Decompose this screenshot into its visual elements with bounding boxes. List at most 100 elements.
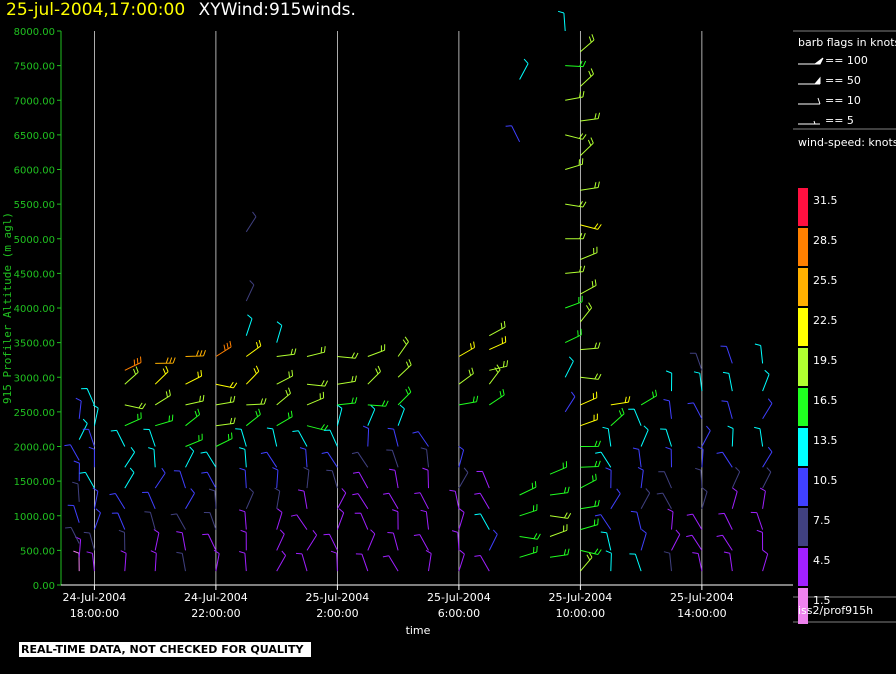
wind-barb <box>240 529 247 551</box>
wind-barb <box>306 391 325 406</box>
wind-barb <box>298 489 308 509</box>
wind-barb <box>276 508 283 530</box>
colorbar-swatch <box>798 428 808 466</box>
wind-barb <box>272 467 279 489</box>
wind-barb <box>173 470 186 489</box>
axes <box>57 30 793 590</box>
wind-barb <box>215 340 232 357</box>
y-tick-label: 500.00 <box>20 546 55 557</box>
barb-legend-item: == 100 <box>825 54 868 67</box>
wind-barb <box>75 397 82 419</box>
wind-barb <box>185 488 195 510</box>
wind-barb <box>610 407 625 427</box>
wind-barb <box>580 34 595 53</box>
wind-barb <box>458 341 475 357</box>
wind-barb <box>759 487 766 509</box>
wind-barb <box>239 509 247 530</box>
wind-barb <box>367 529 376 551</box>
wind-barb <box>489 360 509 371</box>
wind-barb <box>605 467 612 489</box>
colorbar-swatch <box>798 348 808 386</box>
wind-barb <box>83 531 95 551</box>
wind-barb <box>595 451 612 468</box>
colorbar-swatch <box>798 228 808 266</box>
wind-barb <box>697 446 704 468</box>
wind-barb <box>215 395 236 406</box>
gridlines <box>94 31 703 585</box>
wind-barb <box>276 387 291 406</box>
wind-barb <box>93 508 101 530</box>
wind-barb <box>124 447 136 468</box>
wind-barb <box>386 449 399 468</box>
wind-barb <box>185 370 203 385</box>
wind-barb <box>276 410 293 427</box>
wind-barb <box>660 428 672 447</box>
wind-barb <box>387 427 399 447</box>
title-datetime: 25-jul-2004,17:00:00 <box>6 0 186 20</box>
wind-barb <box>92 487 99 509</box>
wind-barb <box>367 400 389 407</box>
wind-barb <box>306 424 329 431</box>
wind-barb <box>276 321 283 343</box>
y-tick-label: 7000.00 <box>14 96 55 107</box>
wind-barb <box>367 344 386 357</box>
x-tick-label-date: 25-Jul-2004 <box>548 591 612 604</box>
wind-barb <box>78 418 88 440</box>
wind-barb <box>246 398 267 406</box>
wind-barb <box>321 451 338 468</box>
x-tick-label-time: 18:00:00 <box>70 607 119 620</box>
wind-barb <box>351 451 369 468</box>
wind-barbs <box>64 10 773 572</box>
wind-barb <box>303 466 310 489</box>
wind-barb <box>449 489 460 509</box>
wind-barb <box>276 550 287 572</box>
wind-barb <box>420 509 429 530</box>
wind-barb <box>154 365 169 385</box>
barb-sample-5 <box>798 120 820 125</box>
x-axis-label: time <box>406 624 431 637</box>
wind-barb <box>695 467 703 489</box>
wind-barb <box>144 511 156 530</box>
wind-barb <box>260 451 278 468</box>
wind-barb <box>580 499 600 510</box>
wind-barb <box>355 553 369 572</box>
wind-barb <box>425 549 432 572</box>
y-tick-label: 4500.00 <box>14 269 55 280</box>
wind-barb <box>580 279 597 295</box>
wind-barb <box>148 447 156 468</box>
x-tick-label-time: 2:00:00 <box>316 607 358 620</box>
wind-barb <box>665 370 673 392</box>
wind-barb <box>549 461 568 475</box>
wind-barb <box>549 524 568 537</box>
wind-barb <box>81 388 95 406</box>
wind-barb <box>505 125 521 143</box>
x-tick-label-time: 14:00:00 <box>677 607 726 620</box>
wind-barb <box>458 445 465 468</box>
wind-barb <box>549 512 572 519</box>
wind-barb <box>215 432 233 447</box>
speed-level-label: 16.5 <box>813 394 838 407</box>
wind-barb <box>154 389 171 406</box>
wind-barb <box>519 504 538 517</box>
wind-barb <box>721 400 733 419</box>
y-tick-label: 0.00 <box>33 581 55 592</box>
wind-barb <box>580 373 602 380</box>
wind-barb <box>565 200 587 208</box>
chart-title: 25-jul-2004,17:00:00 XYWind:915winds. <box>6 0 356 24</box>
wind-barb <box>565 295 583 309</box>
source-label: iss2/prof915h <box>798 604 874 617</box>
wind-barb <box>336 488 347 510</box>
wind-barb <box>519 58 529 80</box>
x-tick-label-time: 10:00:00 <box>556 607 605 620</box>
wind-barb <box>602 426 612 447</box>
wind-barb <box>336 508 345 530</box>
quality-disclaimer: REAL-TIME DATA, NOT CHECKED FOR QUALITY <box>19 642 312 657</box>
wind-barb <box>564 328 582 344</box>
wind-barb <box>245 408 261 427</box>
colorbar-swatch <box>798 188 808 226</box>
wind-barb <box>594 514 612 530</box>
wind-barb <box>663 399 672 419</box>
y-tick-label: 3500.00 <box>14 339 55 350</box>
wind-barb <box>397 336 409 357</box>
wind-barb <box>762 446 773 468</box>
